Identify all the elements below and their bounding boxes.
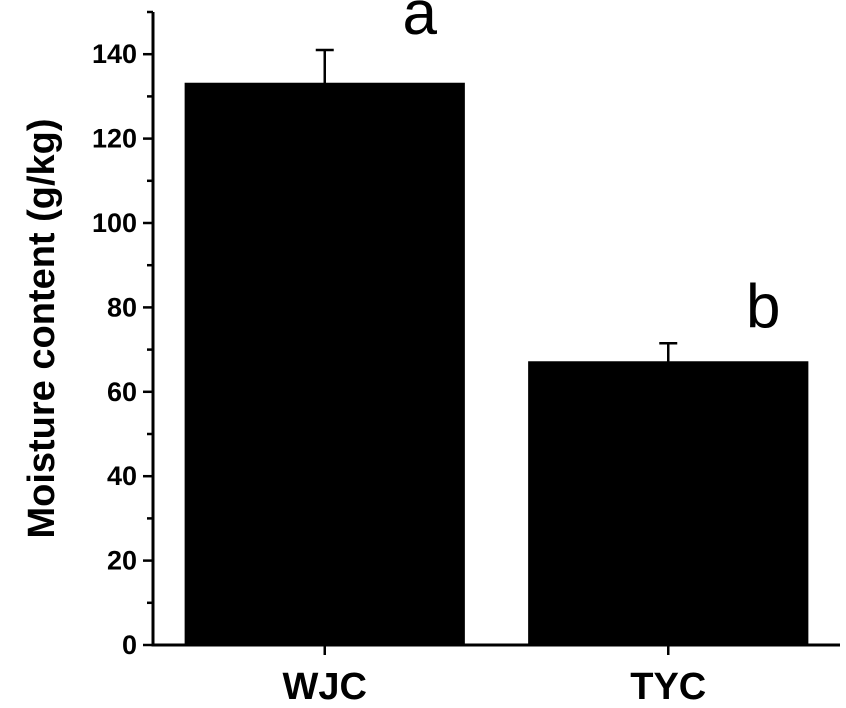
- y-tick-label: 60: [107, 377, 137, 407]
- error-bars: [315, 48, 678, 363]
- significance-labels: ab: [403, 0, 781, 341]
- x-axis-ticks: [323, 645, 670, 655]
- y-axis-title: Moisture content (g/kg): [21, 118, 63, 538]
- significance-letter-wjc: a: [403, 0, 438, 48]
- significance-letter-tyc: b: [746, 272, 780, 341]
- x-tick-label-wjc: WJC: [283, 666, 367, 708]
- x-axis-category-labels: WJC TYC: [283, 666, 707, 708]
- y-tick-label: 100: [92, 208, 137, 238]
- y-axis-tick-labels: 0 20 40 60 80 100 120 140: [92, 39, 137, 660]
- y-tick-label: 0: [122, 630, 137, 660]
- bar-wjc: [184, 82, 465, 647]
- y-tick-label: 80: [107, 292, 137, 322]
- bar-tyc: [528, 361, 809, 646]
- y-tick-label: 120: [92, 124, 137, 154]
- y-tick-label: 140: [92, 39, 137, 69]
- bars: [184, 82, 809, 647]
- y-tick-label: 40: [107, 461, 137, 491]
- y-tick-label: 20: [107, 546, 137, 576]
- x-tick-label-tyc: TYC: [630, 666, 706, 708]
